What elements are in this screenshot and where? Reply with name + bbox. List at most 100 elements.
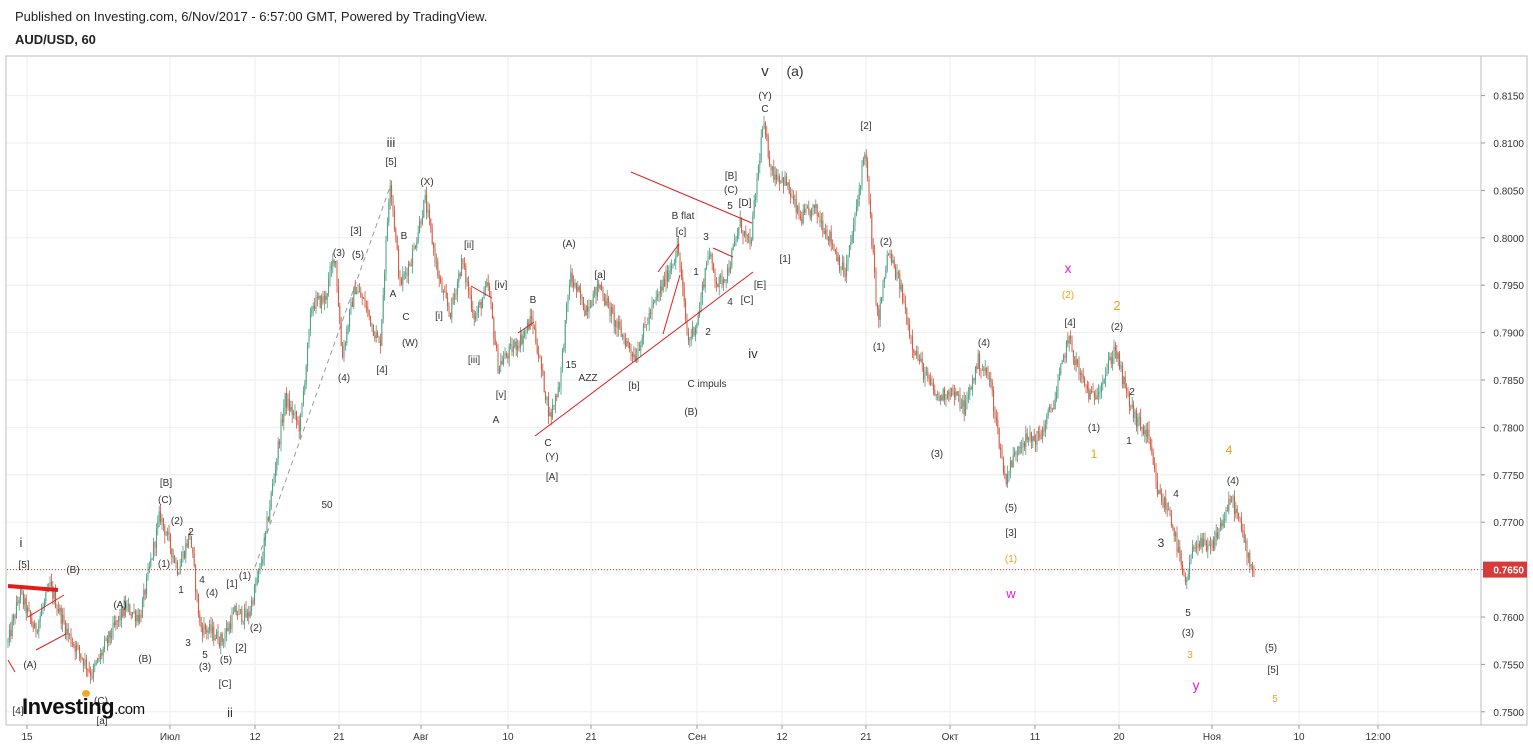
- candle-body: [598, 283, 600, 289]
- candle-body: [1238, 512, 1240, 518]
- candle-body: [70, 633, 72, 644]
- candle-body: [543, 371, 545, 393]
- candle-body: [819, 216, 821, 223]
- candle-body: [223, 641, 225, 643]
- candle-body: [1140, 416, 1142, 430]
- candle-body: [1046, 415, 1048, 425]
- candle-body: [144, 590, 146, 595]
- candle-body: [804, 209, 806, 213]
- candle-body: [802, 209, 804, 224]
- wave-label: (W): [402, 338, 418, 349]
- candle-body: [178, 573, 180, 575]
- candle-body: [1021, 447, 1023, 448]
- candle-body: [1040, 437, 1042, 439]
- y-tick-label: 0.7950: [1493, 281, 1524, 292]
- candle-body: [601, 284, 603, 290]
- wave-label: [2]: [860, 121, 871, 132]
- candle-body: [279, 441, 281, 445]
- candle-body: [1035, 440, 1037, 446]
- candle-body: [1114, 346, 1116, 351]
- candle-body: [1063, 355, 1065, 361]
- candle-body: [1124, 376, 1126, 389]
- candle-body: [843, 262, 845, 276]
- wave-label: (B): [684, 407, 697, 418]
- candle-body: [465, 265, 467, 283]
- candle-body: [350, 301, 352, 311]
- wave-label: (1): [239, 571, 251, 582]
- candle-body: [836, 251, 838, 262]
- candle-body: [192, 547, 194, 554]
- candle-body: [644, 324, 646, 326]
- candle-body: [1086, 385, 1088, 389]
- x-tick-label: 15: [21, 732, 33, 743]
- candle-body: [199, 614, 201, 623]
- candle-body: [658, 294, 660, 295]
- candle-body: [641, 337, 643, 346]
- candle-body: [1065, 340, 1067, 358]
- candle-body: [186, 543, 188, 547]
- candle-body: [1232, 496, 1234, 501]
- x-tick-label: 12: [776, 732, 788, 743]
- candle-body: [426, 195, 428, 213]
- candle-body: [582, 297, 584, 311]
- candle-body: [1049, 406, 1051, 411]
- wave-label: 3: [1158, 536, 1165, 550]
- candle-body: [1039, 433, 1041, 438]
- candle-body: [1135, 410, 1137, 427]
- candle-body: [784, 175, 786, 186]
- candle-body: [507, 356, 509, 359]
- candle-body: [157, 521, 159, 529]
- wave-label: [i]: [435, 311, 443, 322]
- candle-body: [788, 182, 790, 194]
- wave-label: (4): [338, 373, 350, 384]
- wave-labels: v (a)(Y)C[2][B](C)5 [D]iii[5](X)[3] B[ii](3…: [12, 63, 1278, 727]
- wave-label: (3): [199, 662, 211, 673]
- candle-body: [99, 653, 101, 660]
- investing-logo[interactable]: Investing.com: [22, 690, 145, 720]
- candle-body: [237, 614, 239, 616]
- trendline-resistance: [630, 171, 753, 224]
- candle-body: [552, 405, 554, 418]
- candle-body: [287, 398, 289, 408]
- y-tick-label: 0.7850: [1493, 376, 1524, 387]
- candle-body: [1247, 552, 1249, 558]
- candle-body: [694, 327, 696, 336]
- wave-label: AZZ: [579, 373, 598, 384]
- candle-body: [57, 608, 59, 612]
- candle-body: [547, 397, 549, 417]
- wave-label: [C]: [741, 295, 754, 306]
- candle-body: [365, 306, 367, 308]
- candle-body: [841, 262, 843, 269]
- wave-channel-dashed-line: [254, 186, 391, 568]
- candle-body: [403, 273, 405, 275]
- candle-body: [1014, 452, 1016, 456]
- candle-body: [298, 421, 300, 432]
- candle-body: [515, 341, 517, 350]
- price-axis: 0.8150 0.8100 0.8050 0.8000 0.7950 0.7900 0.78…: [1481, 92, 1524, 719]
- candle-body: [539, 357, 541, 359]
- candle-body: [71, 643, 73, 645]
- candle-body: [781, 177, 783, 181]
- candle-body: [896, 272, 898, 279]
- candle-body: [1009, 460, 1011, 472]
- candle-body: [956, 391, 958, 396]
- candle-body: [336, 261, 338, 286]
- x-tick-label: 10: [1293, 732, 1305, 743]
- candle-body: [333, 259, 335, 264]
- candle-body: [349, 310, 351, 327]
- candle-body: [325, 296, 327, 300]
- candle-body: [713, 263, 715, 272]
- candle-body: [567, 294, 569, 305]
- candle-body: [1191, 547, 1193, 559]
- candle-body: [32, 624, 34, 629]
- candle-body: [812, 204, 814, 209]
- candle-body: [1246, 541, 1248, 558]
- candle-body: [81, 657, 83, 660]
- candle-body: [938, 394, 940, 401]
- wave-label: (3): [931, 449, 943, 460]
- candle-body: [634, 354, 636, 362]
- candle-body: [456, 282, 458, 295]
- candle-body: [216, 631, 218, 639]
- candle-body: [112, 622, 114, 637]
